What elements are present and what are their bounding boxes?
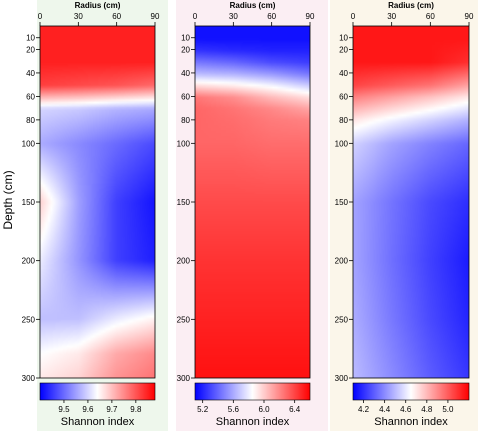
colorbar-label: Shannon index	[61, 416, 135, 428]
panel-2: Radius (cm) 0 30 60 90 10 20 40 60 80 100 150 200 250…	[176, 0, 328, 431]
y-tick-label: 60	[26, 92, 35, 101]
y-tick-label: 60	[339, 92, 348, 101]
y-tick-label: 20	[181, 45, 190, 54]
colorbar-label: Shannon index	[216, 416, 290, 428]
y-tick-label: 100	[22, 139, 36, 148]
y-tick-label: 60	[181, 92, 190, 101]
x-tick-label: 30	[74, 12, 83, 21]
y-tick-label: 40	[181, 69, 190, 78]
colorbar	[352, 382, 470, 401]
y-tick-label: 100	[177, 139, 191, 148]
y-tick-label: 250	[22, 315, 36, 324]
heatmap-surface	[353, 26, 469, 378]
y-tick-label: 300	[177, 374, 191, 383]
x-axis-label: Radius (cm)	[388, 1, 434, 10]
y-tick-label: 80	[339, 116, 348, 125]
y-tick-label: 150	[177, 198, 191, 207]
x-tick-label: 60	[112, 12, 121, 21]
x-axis-label: Radius (cm)	[230, 1, 276, 10]
colorbar-tick-label: 4.8	[421, 405, 433, 414]
y-tick-label: 200	[335, 257, 349, 266]
y-tick-label: 250	[177, 315, 191, 324]
heatmap-surface	[195, 26, 310, 378]
y-tick-label: 150	[335, 198, 349, 207]
y-tick-label: 10	[26, 34, 35, 43]
panel-3: Radius (cm) 0 30 60 90 10 20 40 60 80 100 150 200 250…	[330, 0, 478, 431]
y-tick-label: 40	[339, 69, 348, 78]
y-tick-label: 200	[22, 257, 36, 266]
colorbar	[39, 382, 156, 401]
x-tick-label: 90	[151, 12, 160, 21]
y-tick-label: 80	[181, 116, 190, 125]
colorbar-tick-label: 9.8	[130, 405, 142, 414]
y-tick-label: 250	[335, 315, 349, 324]
y-tick-label: 40	[26, 69, 35, 78]
x-tick-label: 30	[387, 12, 396, 21]
y-tick-label: 10	[339, 34, 348, 43]
colorbar-tick-label: 6.4	[289, 405, 301, 414]
x-tick-label: 30	[229, 12, 238, 21]
colorbar-tick-label: 4.2	[358, 405, 370, 414]
y-tick-label: 10	[181, 34, 190, 43]
colorbar-tick-label: 9.5	[58, 405, 70, 414]
x-tick-label: 60	[426, 12, 435, 21]
y-tick-label: 20	[339, 45, 348, 54]
x-tick-label: 0	[193, 12, 198, 21]
x-tick-label: 0	[351, 12, 356, 21]
colorbar-tick-label: 5.2	[197, 405, 209, 414]
y-axis-label: Depth (cm)	[1, 170, 15, 229]
y-tick-label: 20	[26, 45, 35, 54]
y-tick-label: 300	[335, 374, 349, 383]
x-tick-label: 90	[465, 12, 474, 21]
x-tick-label: 0	[38, 12, 43, 21]
panel-1: Radius (cm) 0 30 60 90 10 20 40 60 80 100 150 200 250…	[22, 0, 168, 431]
y-tick-label: 150	[22, 198, 36, 207]
colorbar-label: Shannon index	[374, 416, 448, 428]
y-tick-label: 80	[26, 116, 35, 125]
heatmap-surface	[40, 26, 155, 378]
colorbar	[194, 382, 311, 401]
y-tick-label: 100	[335, 139, 349, 148]
x-tick-label: 90	[306, 12, 315, 21]
colorbar-tick-label: 9.6	[82, 405, 94, 414]
y-tick-label: 300	[22, 374, 36, 383]
x-axis-label: Radius (cm)	[75, 1, 121, 10]
colorbar-tick-label: 4.4	[379, 405, 391, 414]
colorbar-tick-label: 6.0	[258, 405, 270, 414]
colorbar-tick-label: 9.7	[106, 405, 118, 414]
colorbar-tick-label: 4.6	[400, 405, 412, 414]
x-tick-label: 60	[267, 12, 276, 21]
y-tick-label: 200	[177, 257, 191, 266]
colorbar-tick-label: 5.6	[228, 405, 240, 414]
colorbar-tick-label: 5.0	[442, 405, 454, 414]
